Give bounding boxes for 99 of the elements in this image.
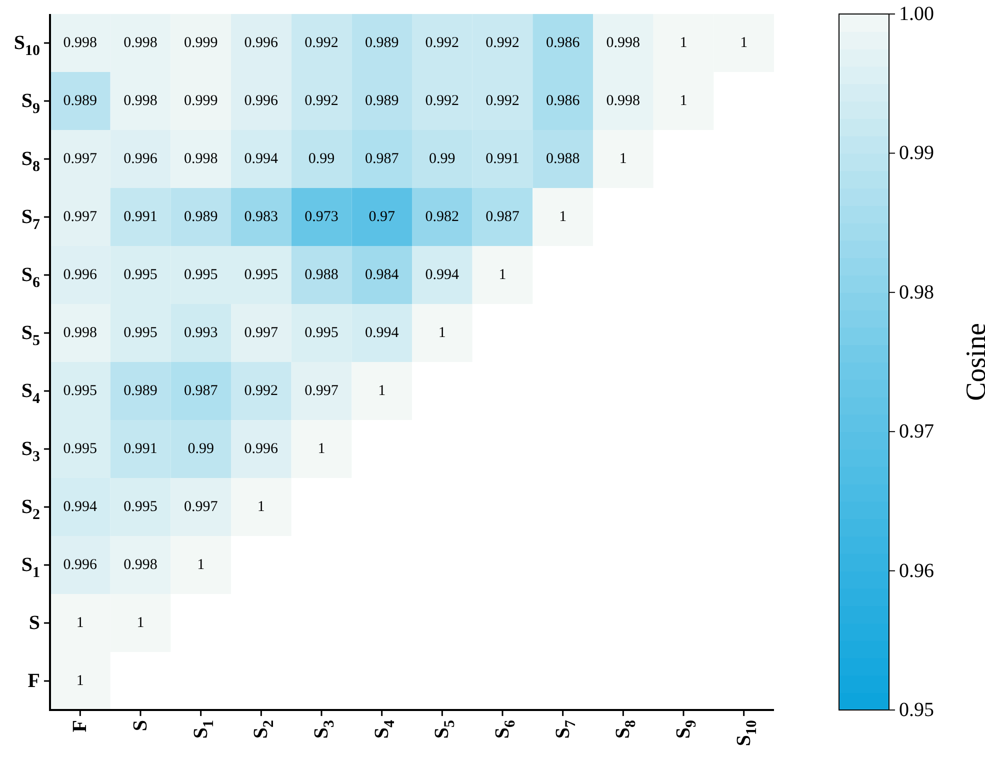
data-label: 0.997 bbox=[244, 325, 279, 341]
y-tick-label: F bbox=[28, 670, 40, 692]
y-tick-label: S$_{9}$ bbox=[21, 90, 40, 117]
data-label: 0.996 bbox=[244, 35, 279, 51]
data-label: 0.989 bbox=[63, 93, 98, 109]
data-label: 0.991 bbox=[486, 151, 520, 167]
data-label: 0.997 bbox=[304, 383, 339, 399]
data-label: 0.999 bbox=[184, 93, 218, 109]
data-label: 0.996 bbox=[63, 267, 98, 283]
y-tick-label: S$_{6}$ bbox=[21, 264, 40, 291]
data-label: 1 bbox=[76, 673, 84, 689]
data-label: 0.998 bbox=[124, 93, 158, 109]
data-label: 0.988 bbox=[304, 267, 338, 283]
data-label: 0.995 bbox=[63, 441, 98, 457]
data-label: 0.987 bbox=[364, 151, 400, 167]
data-label: 0.994 bbox=[63, 499, 98, 515]
y-tick-label: S$_{1}$ bbox=[21, 554, 40, 581]
data-label: 0.996 bbox=[63, 557, 98, 573]
data-label: 0.998 bbox=[184, 151, 218, 167]
data-label: 1 bbox=[136, 615, 144, 631]
data-label: 0.997 bbox=[184, 499, 218, 515]
data-label: 0.99 bbox=[429, 151, 456, 167]
data-label: 1 bbox=[76, 615, 84, 631]
y-tick-label: S$_{10}$ bbox=[14, 32, 40, 59]
data-label: 1 bbox=[559, 209, 567, 225]
data-label: 0.97 bbox=[368, 209, 396, 225]
data-label: 0.995 bbox=[184, 267, 218, 283]
data-label: 0.99 bbox=[308, 151, 335, 167]
data-label: 0.995 bbox=[63, 383, 98, 399]
data-label: 0.991 bbox=[124, 441, 158, 457]
data-label: 0.986 bbox=[546, 93, 580, 109]
data-label: 0.992 bbox=[244, 383, 278, 399]
data-label: 1 bbox=[740, 35, 748, 51]
data-label: 0.998 bbox=[606, 35, 640, 51]
data-label: 0.994 bbox=[244, 151, 279, 167]
y-tick-label: S$_{2}$ bbox=[21, 496, 40, 523]
data-label: 0.984 bbox=[364, 267, 400, 283]
data-label: 0.991 bbox=[124, 209, 158, 225]
color-bar-label: 1.00 bbox=[899, 3, 934, 25]
y-tick-label: S$_{3}$ bbox=[21, 438, 40, 465]
y-tick-label: S$_{7}$ bbox=[21, 206, 40, 233]
data-label: 1 bbox=[619, 151, 627, 167]
data-label: 0.999 bbox=[184, 35, 218, 51]
data-label: 1 bbox=[498, 267, 506, 283]
data-label: 1 bbox=[197, 557, 205, 573]
data-label: 0.992 bbox=[486, 35, 520, 51]
data-label: 0.982 bbox=[425, 209, 460, 225]
data-label: 0.986 bbox=[546, 35, 580, 51]
data-label: 1 bbox=[318, 441, 326, 457]
data-label: 0.995 bbox=[124, 325, 158, 341]
data-label: 0.988 bbox=[546, 151, 580, 167]
y-tick-label: S$_{8}$ bbox=[21, 148, 40, 175]
data-label: 0.998 bbox=[63, 325, 98, 341]
color-bar-label: 0.97 bbox=[899, 420, 934, 443]
y-tick-label: S$_{5}$ bbox=[21, 322, 40, 349]
data-label: 0.992 bbox=[486, 93, 520, 109]
data-label: 0.989 bbox=[364, 35, 399, 51]
data-label: 0.996 bbox=[244, 93, 279, 109]
data-label: 0.998 bbox=[63, 35, 98, 51]
data-label: 0.994 bbox=[425, 267, 460, 283]
data-label: 1 bbox=[680, 93, 688, 109]
data-label: 1 bbox=[438, 325, 446, 341]
data-label: 0.998 bbox=[124, 557, 158, 573]
data-label: 0.989 bbox=[124, 383, 158, 399]
data-label: 0.998 bbox=[606, 93, 640, 109]
data-label: 0.992 bbox=[304, 35, 338, 51]
data-label: 0.989 bbox=[364, 93, 399, 109]
data-label: 0.993 bbox=[184, 325, 218, 341]
data-label: 0.997 bbox=[63, 209, 98, 225]
data-label: 0.987 bbox=[184, 383, 218, 399]
data-label: 1 bbox=[378, 383, 386, 399]
data-label: 0.992 bbox=[425, 93, 460, 109]
data-label: 1 bbox=[680, 35, 688, 51]
data-label: 0.995 bbox=[244, 267, 278, 283]
color-bar-label: 0.95 bbox=[899, 699, 934, 721]
y-tick-label: S$_{4}$ bbox=[21, 380, 40, 407]
data-label: 1 bbox=[257, 499, 265, 515]
data-label: 0.995 bbox=[124, 499, 158, 515]
x-tick-label: S bbox=[130, 720, 152, 732]
data-label: 0.992 bbox=[304, 93, 338, 109]
color-bar-label: 0.96 bbox=[899, 560, 934, 582]
data-label: 0.998 bbox=[124, 35, 158, 51]
data-label: 0.992 bbox=[425, 35, 460, 51]
data-label: 0.995 bbox=[124, 267, 158, 283]
data-label: 0.99 bbox=[188, 441, 214, 457]
data-label: 0.987 bbox=[486, 209, 520, 225]
color-bar-label: 0.98 bbox=[899, 281, 934, 304]
data-label: 0.996 bbox=[244, 441, 279, 457]
data-label: 0.989 bbox=[184, 209, 218, 225]
data-label: 0.983 bbox=[244, 209, 278, 225]
data-label: 0.995 bbox=[304, 325, 338, 341]
data-label: 0.973 bbox=[304, 209, 338, 225]
color-bar-title: Cosine bbox=[961, 323, 985, 401]
color-bar-label: 0.99 bbox=[899, 142, 934, 164]
x-tick-label: F bbox=[69, 720, 92, 732]
data-label: 0.997 bbox=[63, 151, 98, 167]
data-label: 0.996 bbox=[124, 151, 158, 167]
y-tick-label: S bbox=[28, 612, 40, 634]
data-label: 0.994 bbox=[364, 325, 400, 341]
